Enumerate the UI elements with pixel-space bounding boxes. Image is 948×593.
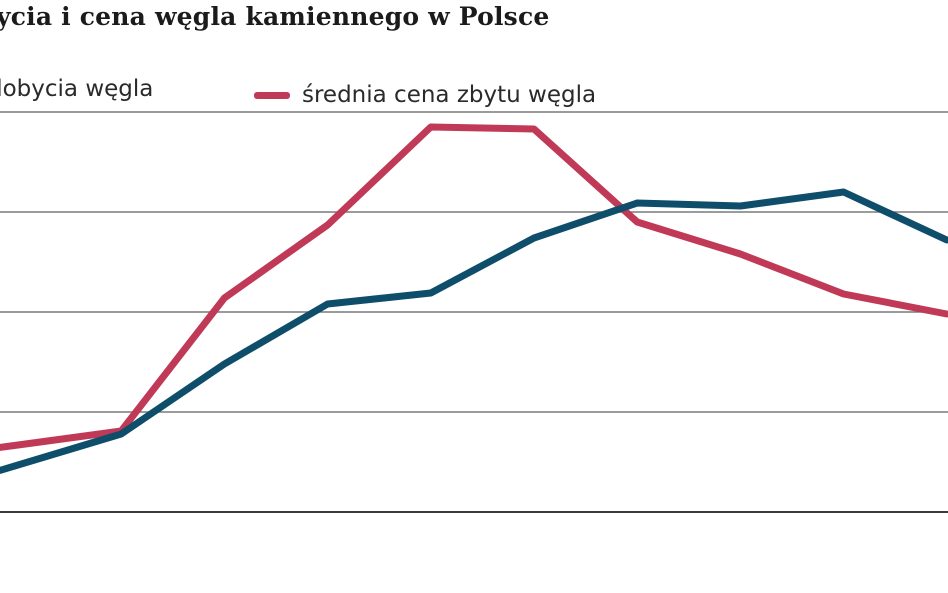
legend-item-price: średnia cena zbytu węgla xyxy=(254,80,596,110)
legend-swatch-price xyxy=(254,91,290,99)
legend-label-price: średnia cena zbytu węgla xyxy=(302,82,597,108)
legend-item-mining: dobycia węgla xyxy=(0,74,153,104)
gridlines xyxy=(0,111,948,513)
series-line-price xyxy=(0,123,948,451)
series-lines xyxy=(0,123,948,474)
chart-title: ycia i cena węgla kamiennego w Polsce xyxy=(0,2,550,31)
series-line-mining xyxy=(0,188,948,474)
legend-label-mining: dobycia węgla xyxy=(0,76,154,102)
